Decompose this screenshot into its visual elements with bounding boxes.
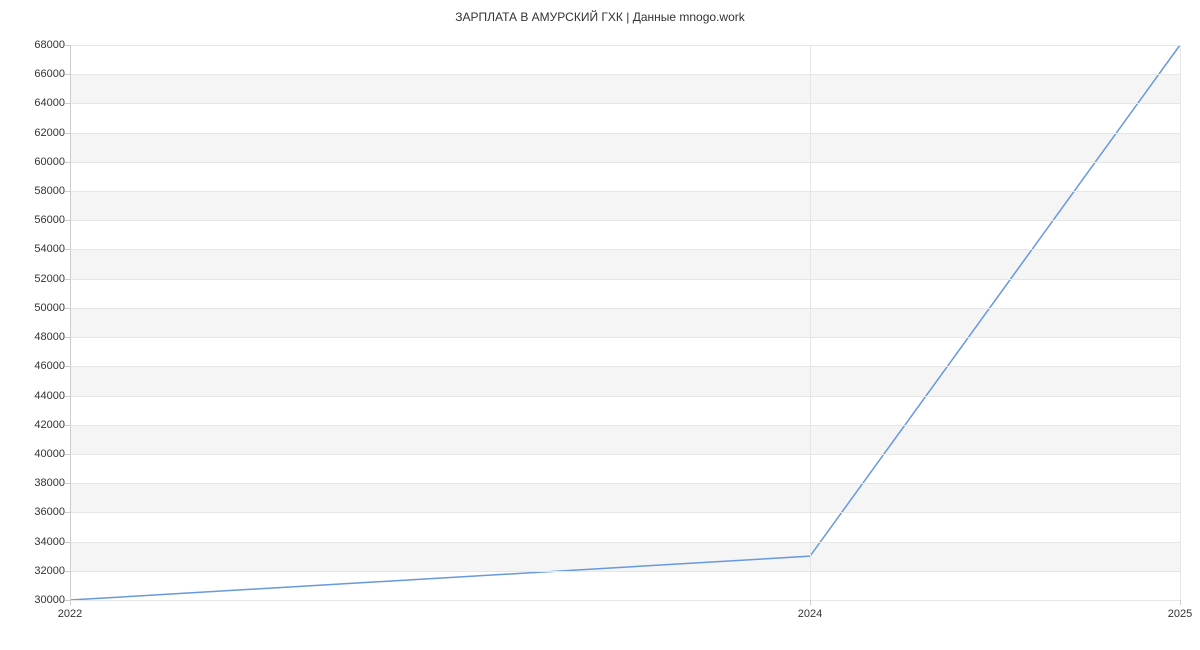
grid-line-h [70, 308, 1180, 309]
y-tick-label: 38000 [5, 477, 65, 489]
grid-line-h [70, 600, 1180, 601]
grid-line-h [70, 396, 1180, 397]
grid-line-v [1180, 45, 1181, 600]
y-tick-label: 66000 [5, 68, 65, 80]
grid-line-h [70, 366, 1180, 367]
chart-title: ЗАРПЛАТА В АМУРСКИЙ ГХК | Данные mnogo.w… [0, 10, 1200, 24]
grid-line-h [70, 103, 1180, 104]
y-tick-label: 44000 [5, 390, 65, 402]
x-tick-label: 2024 [798, 608, 822, 620]
line-chart: ЗАРПЛАТА В АМУРСКИЙ ГХК | Данные mnogo.w… [0, 0, 1200, 650]
y-axis-spine [70, 45, 71, 600]
grid-line-h [70, 483, 1180, 484]
plot-area [70, 45, 1180, 601]
grid-line-h [70, 571, 1180, 572]
grid-line-h [70, 162, 1180, 163]
grid-line-v [810, 45, 811, 600]
y-tick-label: 60000 [5, 156, 65, 168]
y-tick-label: 48000 [5, 331, 65, 343]
x-tick-label: 2025 [1168, 608, 1192, 620]
series-line [70, 45, 1180, 600]
x-tick-mark [810, 600, 811, 605]
x-tick-mark [70, 600, 71, 605]
y-tick-label: 40000 [5, 448, 65, 460]
grid-line-h [70, 74, 1180, 75]
grid-line-h [70, 279, 1180, 280]
grid-line-h [70, 249, 1180, 250]
grid-line-h [70, 133, 1180, 134]
y-tick-label: 62000 [5, 127, 65, 139]
y-tick-label: 52000 [5, 273, 65, 285]
line-series-layer [70, 45, 1180, 600]
grid-line-h [70, 220, 1180, 221]
y-tick-label: 58000 [5, 185, 65, 197]
y-tick-label: 56000 [5, 214, 65, 226]
y-tick-label: 36000 [5, 506, 65, 518]
grid-line-h [70, 45, 1180, 46]
y-tick-label: 68000 [5, 39, 65, 51]
grid-line-h [70, 542, 1180, 543]
grid-line-h [70, 512, 1180, 513]
y-tick-label: 30000 [5, 594, 65, 606]
y-tick-label: 32000 [5, 565, 65, 577]
y-tick-label: 46000 [5, 360, 65, 372]
x-tick-label: 2022 [58, 608, 82, 620]
grid-line-h [70, 337, 1180, 338]
y-tick-label: 34000 [5, 536, 65, 548]
y-tick-label: 64000 [5, 97, 65, 109]
grid-line-h [70, 454, 1180, 455]
y-tick-label: 42000 [5, 419, 65, 431]
grid-line-h [70, 425, 1180, 426]
y-tick-label: 54000 [5, 243, 65, 255]
y-tick-label: 50000 [5, 302, 65, 314]
x-tick-mark [1180, 600, 1181, 605]
grid-line-h [70, 191, 1180, 192]
